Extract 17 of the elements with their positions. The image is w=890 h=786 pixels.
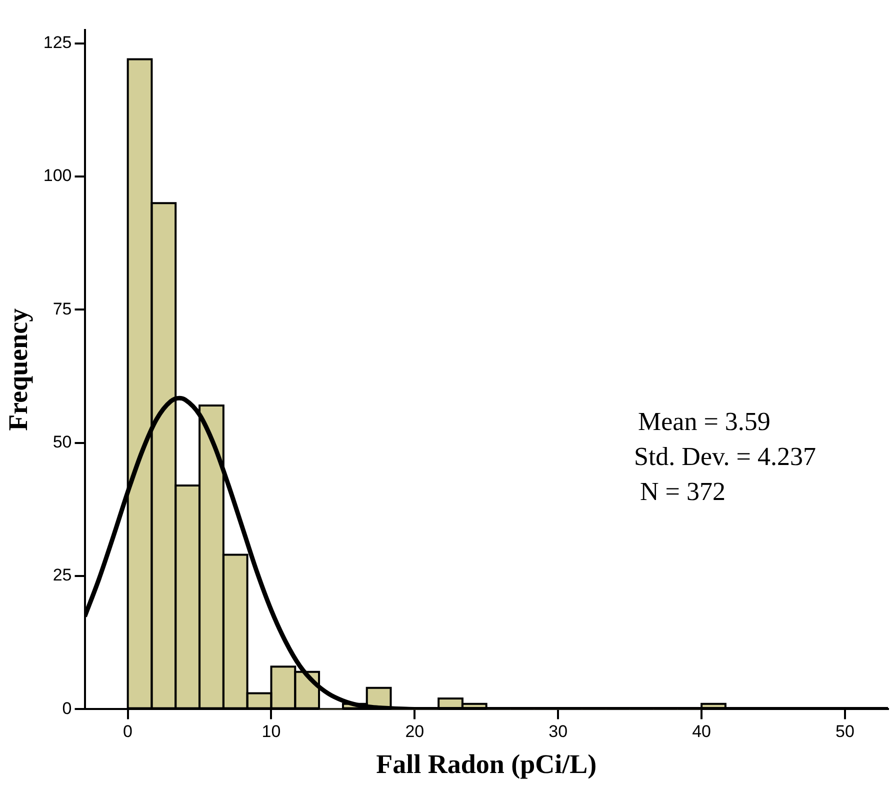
x-axis-title: Fall Radon (pCi/L) bbox=[376, 748, 597, 779]
x-tick-label: 30 bbox=[548, 722, 568, 742]
y-axis-title: Frequency bbox=[3, 308, 34, 431]
y-tick-label: 0 bbox=[62, 698, 72, 718]
y-tick-label: 25 bbox=[52, 566, 72, 585]
y-tick-label: 125 bbox=[43, 33, 72, 52]
annotation: N = 372 bbox=[640, 477, 726, 506]
x-tick-label: 0 bbox=[123, 722, 133, 742]
annotation: Mean = 3.59 bbox=[638, 407, 770, 436]
x-tick-label: 10 bbox=[262, 722, 281, 742]
y-tick-label: 100 bbox=[43, 166, 72, 186]
y-tick-label: 75 bbox=[52, 299, 72, 318]
x-tick-label: 50 bbox=[836, 722, 854, 742]
x-tick-label: 40 bbox=[692, 722, 711, 742]
x-tick-label: 20 bbox=[405, 722, 424, 742]
annotation: Std. Dev. = 4.237 bbox=[634, 442, 816, 471]
y-tick-label: 50 bbox=[52, 432, 72, 452]
